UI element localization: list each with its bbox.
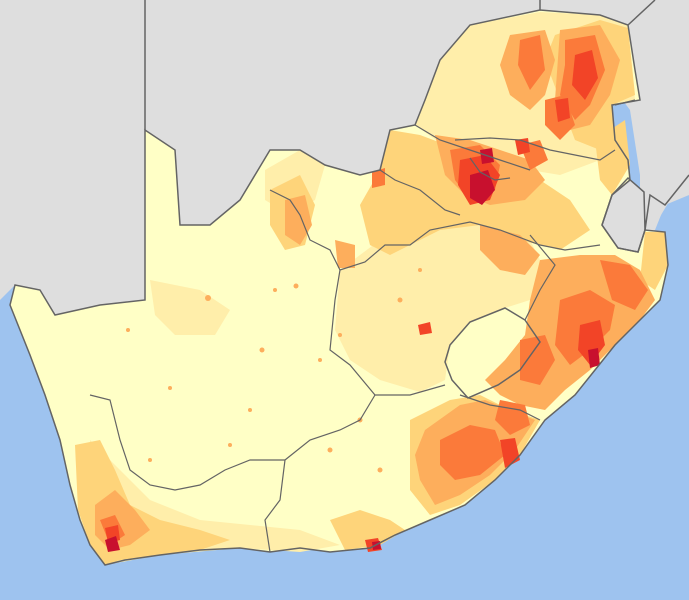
density-area: [470, 170, 495, 205]
lesotho-outline: [444, 307, 541, 399]
town-dot: [248, 408, 252, 412]
density-area: [595, 120, 630, 195]
town-dot: [273, 288, 277, 292]
density-area: [418, 322, 432, 335]
density-area: [555, 98, 570, 122]
town-dot: [228, 443, 232, 447]
province-border: [264, 394, 376, 553]
town-dot: [259, 347, 265, 353]
density-area: [520, 335, 555, 385]
town-dot: [126, 328, 130, 332]
density-area: [480, 225, 540, 275]
province-border: [459, 394, 541, 421]
town-dot: [377, 467, 383, 473]
province-border: [269, 189, 601, 271]
neighbour-north-region: [0, 0, 689, 235]
province-border: [524, 234, 556, 321]
town-dot: [148, 458, 152, 462]
town-dot: [327, 447, 333, 453]
town-dot: [168, 386, 172, 390]
province-borders: [89, 99, 636, 553]
neighbour-border: [644, 174, 689, 231]
density-area: [572, 50, 598, 100]
density-area: [495, 400, 530, 435]
density-area: [335, 240, 355, 268]
density-area: [518, 35, 545, 90]
town-dot: [338, 333, 342, 337]
town-dot: [397, 297, 403, 303]
density-layer-7: [105, 148, 600, 552]
density-layer-6: [105, 50, 605, 552]
density-area: [335, 220, 545, 392]
province-border: [469, 157, 511, 181]
province-border: [454, 137, 616, 161]
density-area: [440, 425, 505, 480]
neighbour-border: [627, 0, 656, 26]
country-outlines: [9, 0, 689, 566]
density-area: [588, 348, 600, 368]
town-dot: [293, 283, 299, 289]
density-area: [600, 260, 648, 310]
neighbour-northeast-region: [570, 0, 689, 225]
province-border: [329, 269, 446, 396]
province-border: [379, 169, 461, 216]
town-dot: [418, 268, 422, 272]
town-dot: [318, 358, 322, 362]
density-area: [150, 280, 230, 335]
density-area: [372, 168, 385, 188]
density-area: [285, 195, 312, 245]
neighbour-west-region: [0, 0, 145, 315]
province-border: [89, 394, 285, 491]
eswatini-outline: [601, 176, 646, 253]
density-area: [640, 232, 668, 290]
town-dot: [205, 295, 211, 301]
province-border: [414, 124, 531, 171]
density-area: [105, 536, 120, 552]
town-dots: [126, 268, 422, 473]
eswatini: [602, 178, 645, 252]
